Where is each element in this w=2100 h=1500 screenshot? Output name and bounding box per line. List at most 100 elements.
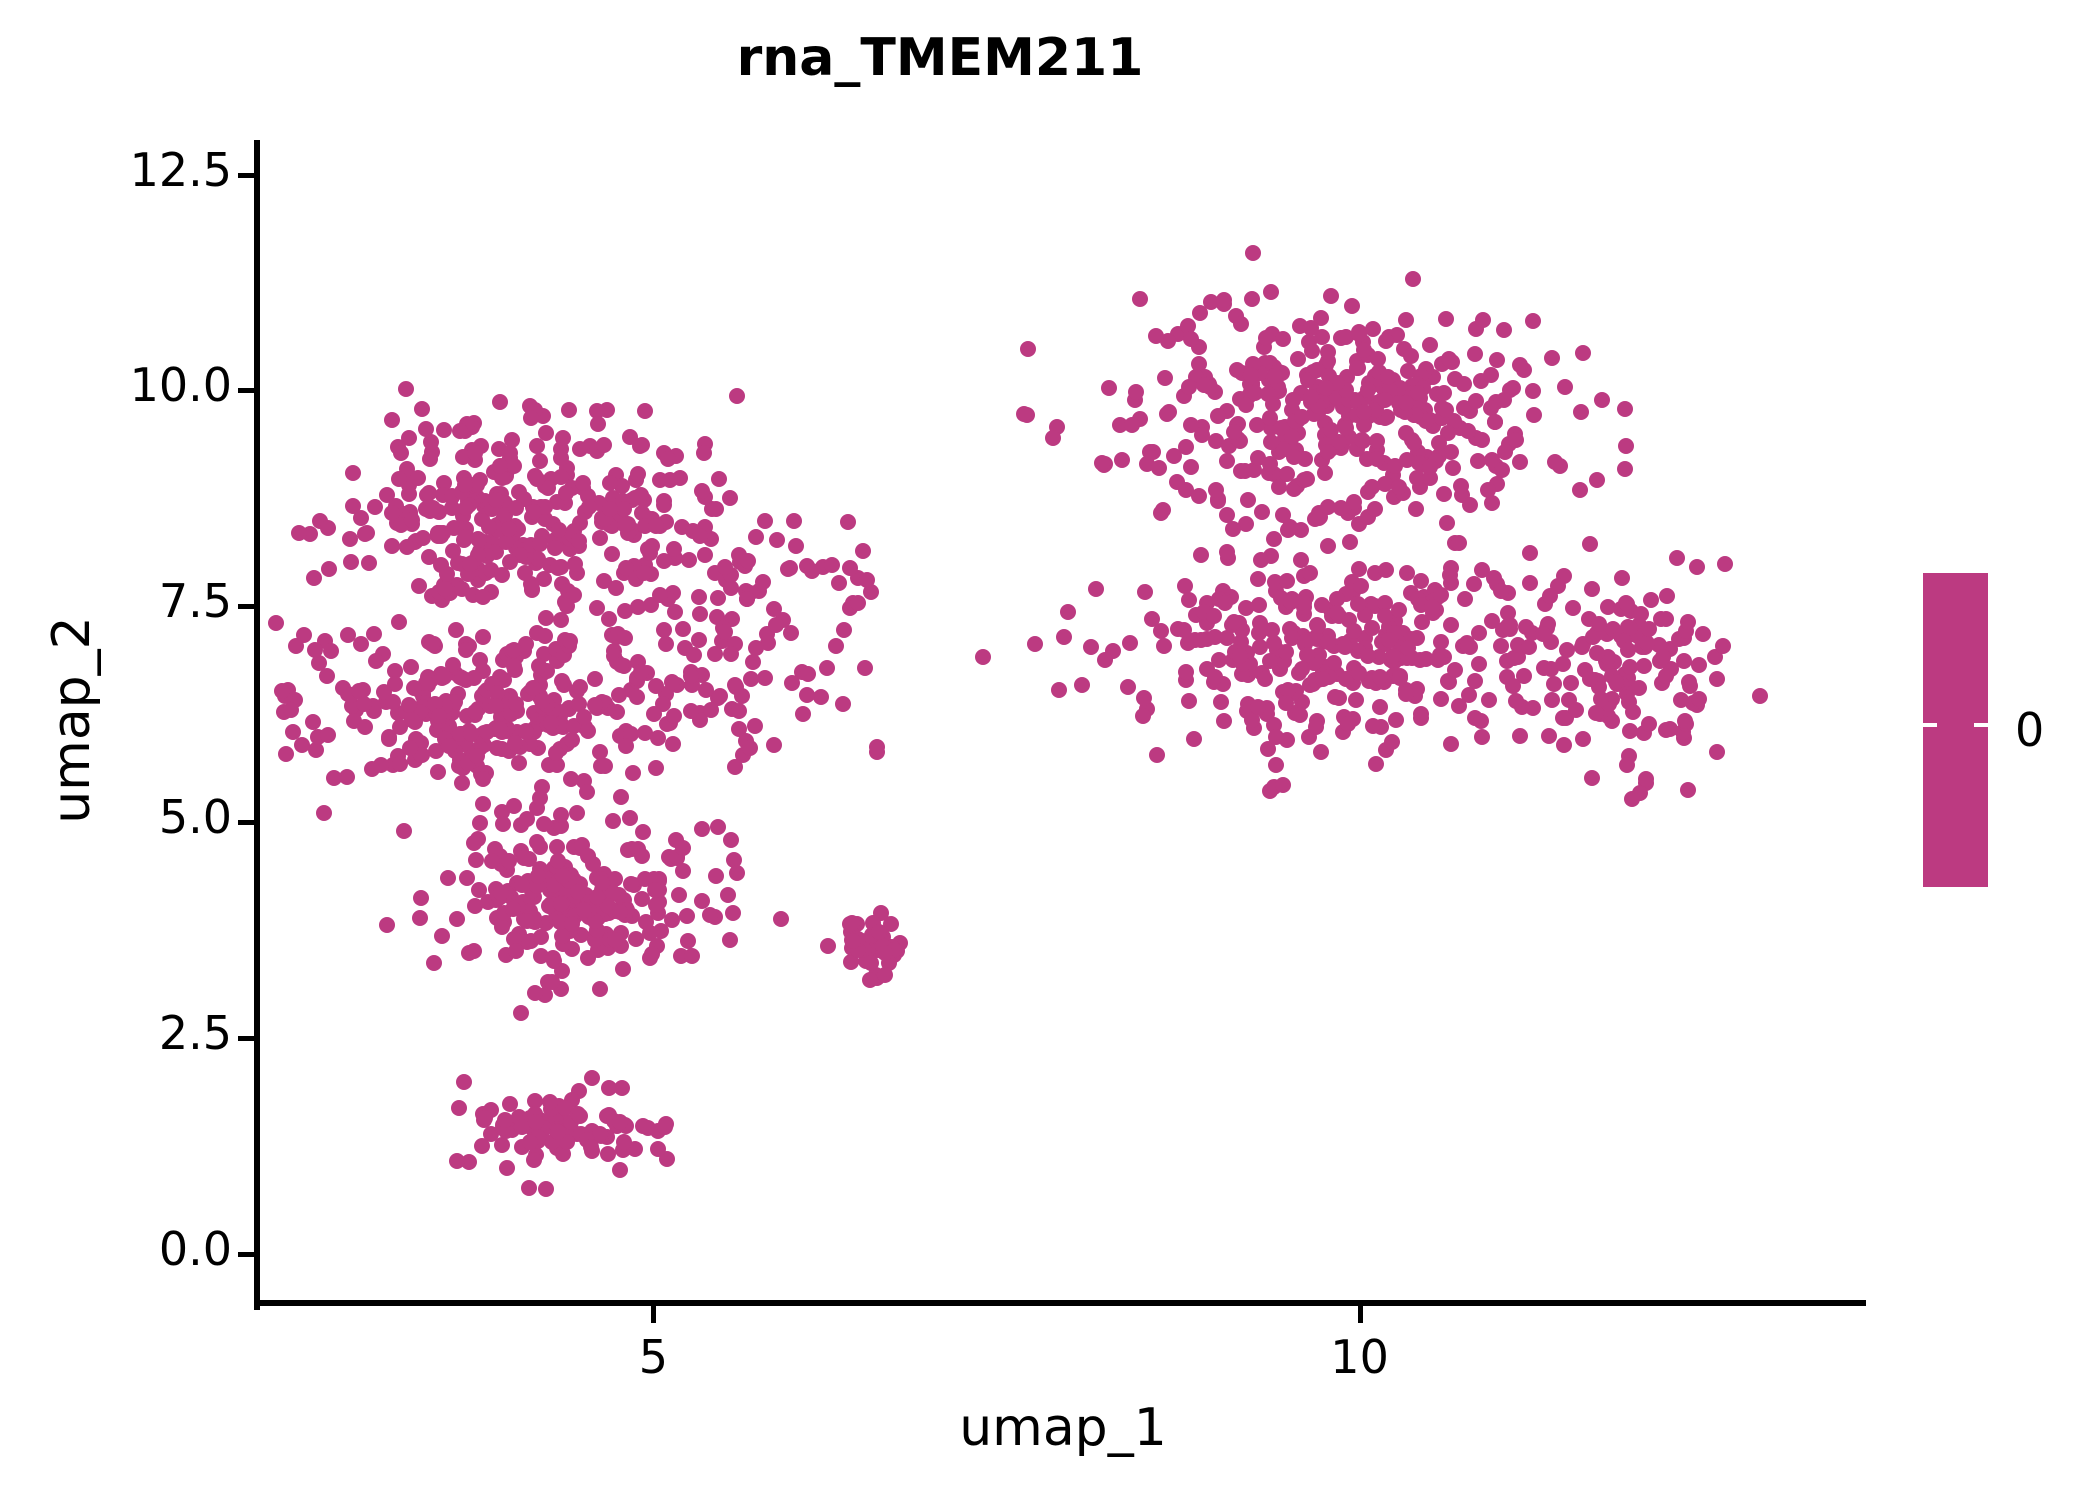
scatter-point <box>1100 380 1117 397</box>
scatter-point <box>290 525 307 542</box>
scatter-point <box>1422 336 1439 353</box>
scatter-point <box>856 659 873 676</box>
scatter-point <box>1521 574 1538 591</box>
scatter-point <box>430 525 447 542</box>
scatter-point <box>1524 383 1541 400</box>
scatter-point <box>1278 572 1295 589</box>
scatter-point <box>587 671 604 688</box>
scatter-point <box>592 530 609 547</box>
scatter-point <box>693 821 710 838</box>
scatter-point <box>580 723 597 740</box>
scatter-point <box>1026 635 1043 652</box>
x-tick-mark <box>1357 1306 1363 1323</box>
scatter-point <box>1232 315 1249 332</box>
scatter-point <box>621 809 638 826</box>
scatter-point <box>1474 729 1491 746</box>
y-tick-mark <box>238 1036 254 1042</box>
scatter-point <box>534 693 551 710</box>
scatter-point <box>579 848 596 865</box>
scatter-point <box>401 739 418 756</box>
scatter-point <box>500 853 517 869</box>
scatter-point <box>1191 304 1208 321</box>
scatter-point <box>835 696 852 713</box>
scatter-point <box>1181 378 1198 395</box>
scatter-point <box>1563 674 1580 691</box>
scatter-point <box>1565 600 1582 617</box>
scatter-point <box>1342 534 1359 551</box>
scatter-point <box>644 946 661 963</box>
scatter-point <box>531 658 548 675</box>
scatter-point <box>1444 459 1461 476</box>
scatter-point <box>1128 383 1145 400</box>
scatter-point <box>1195 376 1212 393</box>
scatter-point <box>319 668 336 685</box>
scatter-point <box>453 580 470 597</box>
scatter-point <box>649 729 666 746</box>
scatter-point <box>742 739 759 756</box>
scatter-point <box>1432 634 1449 651</box>
scatter-point <box>548 838 565 855</box>
scatter-point <box>1051 681 1068 698</box>
scatter-point <box>1156 369 1173 386</box>
scatter-point <box>422 450 439 467</box>
scatter-point <box>830 575 847 592</box>
scatter-point <box>554 430 571 447</box>
scatter-point <box>543 715 560 732</box>
scatter-point <box>422 433 439 450</box>
scatter-point <box>1132 291 1149 308</box>
scatter-point <box>799 665 816 682</box>
scatter-point <box>1249 570 1266 587</box>
scatter-point <box>721 931 738 948</box>
scatter-point <box>1555 736 1572 753</box>
scatter-point <box>311 655 328 672</box>
colorbar-gradient <box>1923 573 1988 887</box>
scatter-point <box>553 449 570 466</box>
scatter-point <box>475 628 492 645</box>
scatter-point <box>1669 550 1685 567</box>
scatter-point <box>1591 615 1608 632</box>
scatter-point <box>1402 347 1419 364</box>
scatter-point <box>267 614 284 631</box>
scatter-point <box>518 635 535 652</box>
scatter-point <box>1594 392 1611 409</box>
scatter-point <box>876 967 893 984</box>
scatter-point <box>1292 706 1309 723</box>
scatter-point <box>614 1079 631 1096</box>
scatter-point <box>489 684 506 701</box>
scatter-point <box>744 654 761 671</box>
scatter-point <box>1708 670 1725 687</box>
scatter-point <box>368 653 385 670</box>
scatter-point <box>411 577 428 594</box>
scatter-point <box>784 675 801 691</box>
scatter-point <box>1213 693 1230 710</box>
scatter-point <box>507 696 524 713</box>
scatter-point <box>1471 624 1488 641</box>
scatter-point <box>390 613 407 630</box>
scatter-point <box>562 770 579 787</box>
scatter-point <box>666 604 683 621</box>
scatter-point <box>1430 651 1447 668</box>
scatter-point <box>683 947 700 964</box>
scatter-point <box>725 852 742 869</box>
scatter-point <box>293 737 310 754</box>
scatter-point <box>1353 578 1370 595</box>
scatter-point <box>1175 622 1192 639</box>
scatter-point <box>1658 587 1675 604</box>
scatter-point <box>441 737 458 754</box>
scatter-point <box>506 735 523 752</box>
scatter-point <box>516 565 533 582</box>
scatter-point <box>1097 651 1114 668</box>
scatter-point <box>1268 756 1285 773</box>
scatter-point <box>1284 392 1301 409</box>
scatter-point <box>315 805 332 822</box>
scatter-point <box>527 1093 544 1110</box>
scatter-point <box>400 485 417 502</box>
scatter-point <box>1308 719 1325 736</box>
scatter-point <box>1120 679 1137 696</box>
scatter-point <box>600 1079 617 1096</box>
scatter-point <box>1623 790 1640 807</box>
scatter-point <box>508 500 525 517</box>
scatter-point <box>456 1073 473 1090</box>
scatter-point <box>345 465 362 482</box>
scatter-point <box>702 907 719 924</box>
